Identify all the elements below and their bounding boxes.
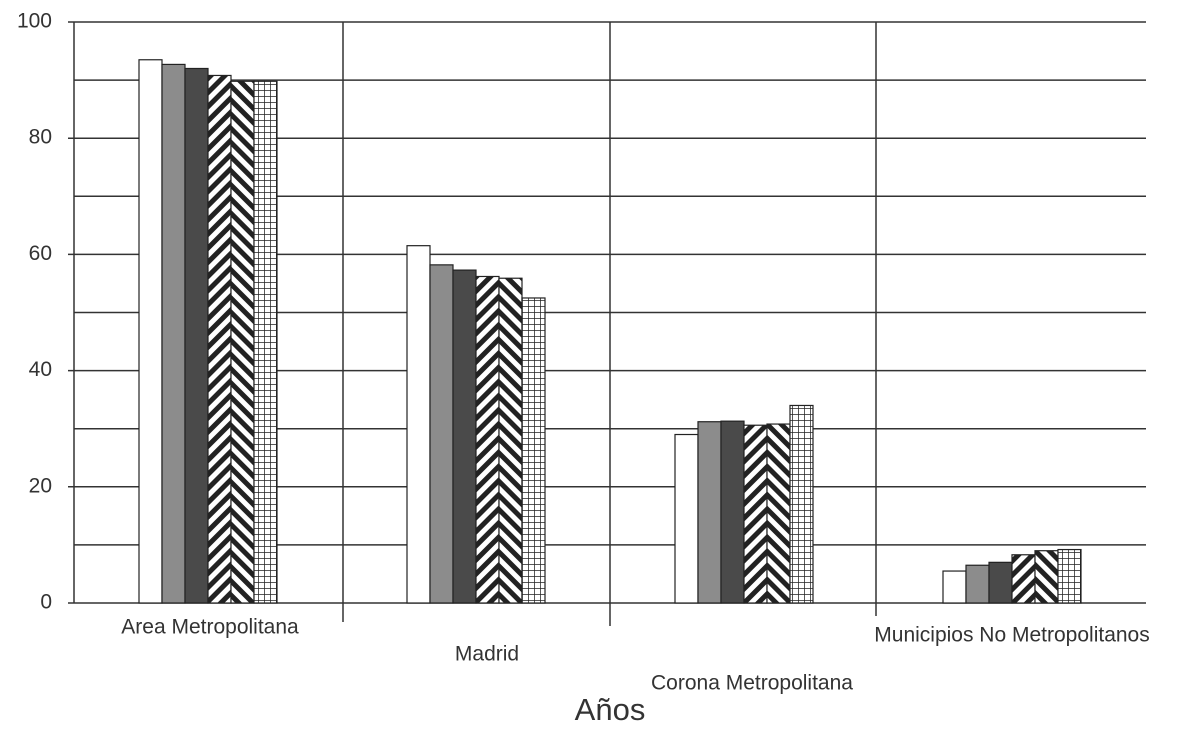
bar — [138, 59, 163, 604]
y-tick-label: 40 — [29, 358, 52, 381]
bar — [1011, 554, 1036, 604]
x-axis-label: Años — [575, 692, 646, 727]
x-tick-label: Madrid — [455, 643, 519, 666]
bar — [988, 561, 1013, 604]
y-tick-label: 100 — [17, 10, 52, 33]
bar — [697, 421, 722, 604]
y-tick-label: 60 — [29, 242, 52, 265]
bar — [184, 67, 209, 604]
bar — [253, 80, 278, 604]
bar — [766, 423, 791, 604]
bar — [1034, 550, 1059, 604]
bar — [406, 245, 431, 604]
x-tick-label: Area Metropolitana — [121, 616, 299, 639]
bar — [452, 269, 477, 604]
x-tick-label: Corona Metropolitana — [651, 672, 853, 695]
bar — [207, 74, 232, 604]
bar — [230, 80, 255, 604]
bar — [161, 63, 186, 604]
bar — [789, 404, 814, 604]
bar — [475, 275, 500, 604]
bar — [942, 570, 967, 604]
bar — [674, 433, 699, 604]
bar — [429, 264, 454, 604]
bar — [965, 564, 990, 604]
bar — [1057, 548, 1082, 604]
bar — [498, 277, 523, 604]
bar — [743, 424, 768, 604]
bar — [720, 420, 745, 604]
y-tick-label: 20 — [29, 474, 52, 497]
y-tick-label: 0 — [40, 591, 52, 614]
x-tick-label: Municipios No Metropolitanos — [874, 624, 1149, 647]
y-tick-label: 80 — [29, 126, 52, 149]
bar — [521, 297, 546, 604]
